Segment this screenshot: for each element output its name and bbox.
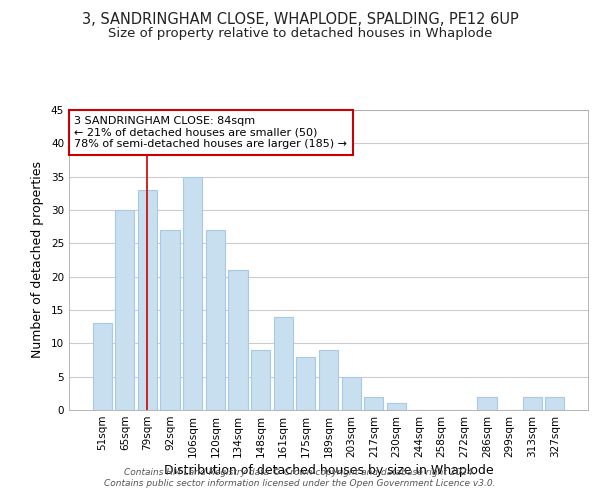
Bar xyxy=(319,350,338,410)
Text: 3 SANDRINGHAM CLOSE: 84sqm
← 21% of detached houses are smaller (50)
78% of semi: 3 SANDRINGHAM CLOSE: 84sqm ← 21% of deta… xyxy=(74,116,347,149)
Text: 3, SANDRINGHAM CLOSE, WHAPLODE, SPALDING, PE12 6UP: 3, SANDRINGHAM CLOSE, WHAPLODE, SPALDING… xyxy=(82,12,518,28)
Bar xyxy=(206,230,225,410)
Bar xyxy=(545,396,565,410)
Bar xyxy=(183,176,202,410)
X-axis label: Distribution of detached houses by size in Whaplode: Distribution of detached houses by size … xyxy=(164,464,493,477)
Bar xyxy=(229,270,248,410)
Text: Size of property relative to detached houses in Whaplode: Size of property relative to detached ho… xyxy=(108,28,492,40)
Bar xyxy=(160,230,180,410)
Bar xyxy=(251,350,270,410)
Bar xyxy=(92,324,112,410)
Bar xyxy=(477,396,497,410)
Bar xyxy=(115,210,134,410)
Bar xyxy=(387,404,406,410)
Bar xyxy=(138,190,157,410)
Bar xyxy=(364,396,383,410)
Y-axis label: Number of detached properties: Number of detached properties xyxy=(31,162,44,358)
Bar xyxy=(523,396,542,410)
Bar xyxy=(341,376,361,410)
Text: Contains HM Land Registry data © Crown copyright and database right 2024.
Contai: Contains HM Land Registry data © Crown c… xyxy=(104,468,496,487)
Bar xyxy=(296,356,316,410)
Bar xyxy=(274,316,293,410)
